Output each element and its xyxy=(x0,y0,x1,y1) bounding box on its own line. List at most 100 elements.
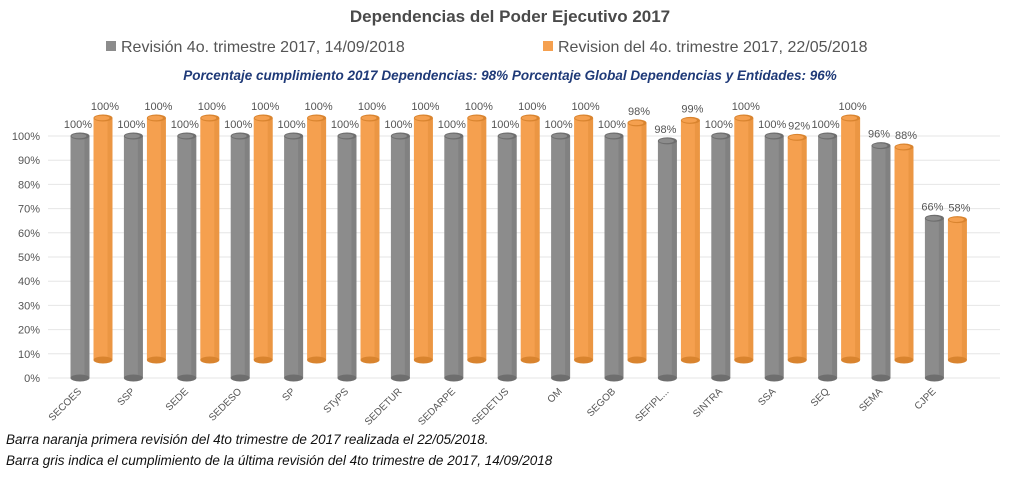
data-label-gray: 100% xyxy=(224,119,252,131)
data-label-orange: 58% xyxy=(948,203,970,215)
x-tick-label: SEDETUR xyxy=(363,386,405,428)
y-tick-label: 30% xyxy=(18,300,40,312)
x-tick-label: SECOES xyxy=(47,386,84,423)
x-tick-label: SEDESO xyxy=(207,386,244,423)
bar-gray xyxy=(871,142,891,382)
bar-orange xyxy=(627,119,647,364)
bar-orange xyxy=(947,216,967,364)
data-label-orange: 92% xyxy=(788,120,810,132)
data-label-orange: 100% xyxy=(305,101,333,113)
data-label-orange: 100% xyxy=(144,101,172,113)
bars xyxy=(70,114,967,382)
y-tick-label: 80% xyxy=(18,179,40,191)
chart-subtitle: Porcentaje cumplimiento 2017 Dependencia… xyxy=(183,68,836,83)
y-tick-label: 60% xyxy=(18,228,40,240)
data-label-gray: 66% xyxy=(921,201,943,213)
bar-gray xyxy=(551,132,571,382)
bar-gray xyxy=(924,214,944,382)
data-labels: 100% 100% 100% 100% 100% 100% 100% 100% 100% 100%… xyxy=(64,101,971,215)
data-label-orange: 100% xyxy=(732,101,760,113)
x-tick-label: OM xyxy=(546,386,565,405)
x-tick-label: SEDETUS xyxy=(470,386,511,427)
legend-swatch-orange xyxy=(543,41,553,51)
data-label-gray: 100% xyxy=(758,119,786,131)
bar-orange xyxy=(467,114,487,364)
data-label-orange: 100% xyxy=(251,101,279,113)
x-tick-label: SSA xyxy=(756,386,778,408)
x-axis: SECOES SSP SEDE SEDESO SP STyPS SEDETUR SEDARPE… xyxy=(47,386,939,428)
y-tick-label: 0% xyxy=(24,373,40,385)
bar-orange xyxy=(360,114,380,364)
bar-gray xyxy=(657,137,677,382)
bar-gray xyxy=(284,132,304,382)
x-tick-label: SEGOB xyxy=(585,386,618,419)
bar-orange xyxy=(413,114,433,364)
x-tick-label: SEDARPE xyxy=(416,386,458,428)
x-tick-label: SEMA xyxy=(857,386,885,414)
x-tick-label: SEFIPL... xyxy=(633,386,671,424)
x-tick-label: SEDE xyxy=(164,386,191,413)
x-tick-label: SINTRA xyxy=(691,386,725,420)
bar-gray xyxy=(444,132,464,382)
y-tick-label: 100% xyxy=(12,131,40,143)
footnote-gray: Barra gris indica el cumplimiento de la … xyxy=(6,453,553,468)
legend-swatch-gray xyxy=(106,41,116,51)
footnote-orange: Barra naranja primera revisión del 4to t… xyxy=(6,432,489,447)
data-label-gray: 100% xyxy=(438,119,466,131)
data-label-orange: 100% xyxy=(411,101,439,113)
bar-gray xyxy=(497,132,517,382)
bar-orange xyxy=(894,143,914,364)
data-label-orange: 100% xyxy=(518,101,546,113)
data-label-gray: 98% xyxy=(654,124,676,136)
bar-gray xyxy=(70,132,90,382)
data-label-gray: 100% xyxy=(384,119,412,131)
x-tick-label: CJPE xyxy=(913,386,939,412)
bar-gray xyxy=(604,132,624,382)
legend-label-gray: Revisión 4o. trimestre 2017, 14/09/2018 xyxy=(121,39,405,56)
bar-orange xyxy=(93,114,113,364)
bar-gray xyxy=(230,132,250,382)
data-label-gray: 100% xyxy=(598,119,626,131)
bar-orange xyxy=(146,114,166,364)
bar-orange xyxy=(307,114,327,364)
legend-label-orange: Revision del 4o. trimestre 2017, 22/05/2… xyxy=(558,39,868,56)
bar-orange xyxy=(253,114,273,364)
bar-orange xyxy=(200,114,220,364)
bar-orange xyxy=(520,114,540,364)
y-tick-label: 70% xyxy=(18,204,40,216)
data-label-orange: 100% xyxy=(358,101,386,113)
data-label-gray: 100% xyxy=(331,119,359,131)
x-tick-label: SEQ xyxy=(809,386,832,409)
data-label-gray: 100% xyxy=(812,119,840,131)
bar-gray xyxy=(764,132,784,382)
data-label-gray: 100% xyxy=(705,119,733,131)
chart-title: Dependencias del Poder Ejecutivo 2017 xyxy=(350,7,670,26)
data-label-gray: 100% xyxy=(64,119,92,131)
y-tick-label: 20% xyxy=(18,325,40,337)
data-label-gray: 100% xyxy=(545,119,573,131)
data-label-orange: 100% xyxy=(198,101,226,113)
data-label-gray: 96% xyxy=(868,129,890,141)
data-label-gray: 100% xyxy=(171,119,199,131)
x-tick-label: SP xyxy=(281,386,298,403)
y-tick-label: 50% xyxy=(18,252,40,264)
bar-orange xyxy=(841,114,861,364)
y-tick-label: 90% xyxy=(18,155,40,167)
bar-gray xyxy=(177,132,197,382)
data-label-orange: 100% xyxy=(91,101,119,113)
x-tick-label: STyPS xyxy=(322,386,352,416)
data-label-orange: 88% xyxy=(895,130,917,142)
y-tick-label: 40% xyxy=(18,276,40,288)
data-label-gray: 100% xyxy=(278,119,306,131)
x-tick-label: SSP xyxy=(116,386,138,408)
data-label-orange: 99% xyxy=(681,103,703,115)
data-label-orange: 100% xyxy=(572,101,600,113)
data-label-orange: 100% xyxy=(839,101,867,113)
bar-gray xyxy=(711,132,731,382)
bar-gray xyxy=(337,132,357,382)
data-label-orange: 98% xyxy=(628,106,650,118)
bar-gray xyxy=(818,132,838,382)
y-tick-label: 10% xyxy=(18,349,40,361)
